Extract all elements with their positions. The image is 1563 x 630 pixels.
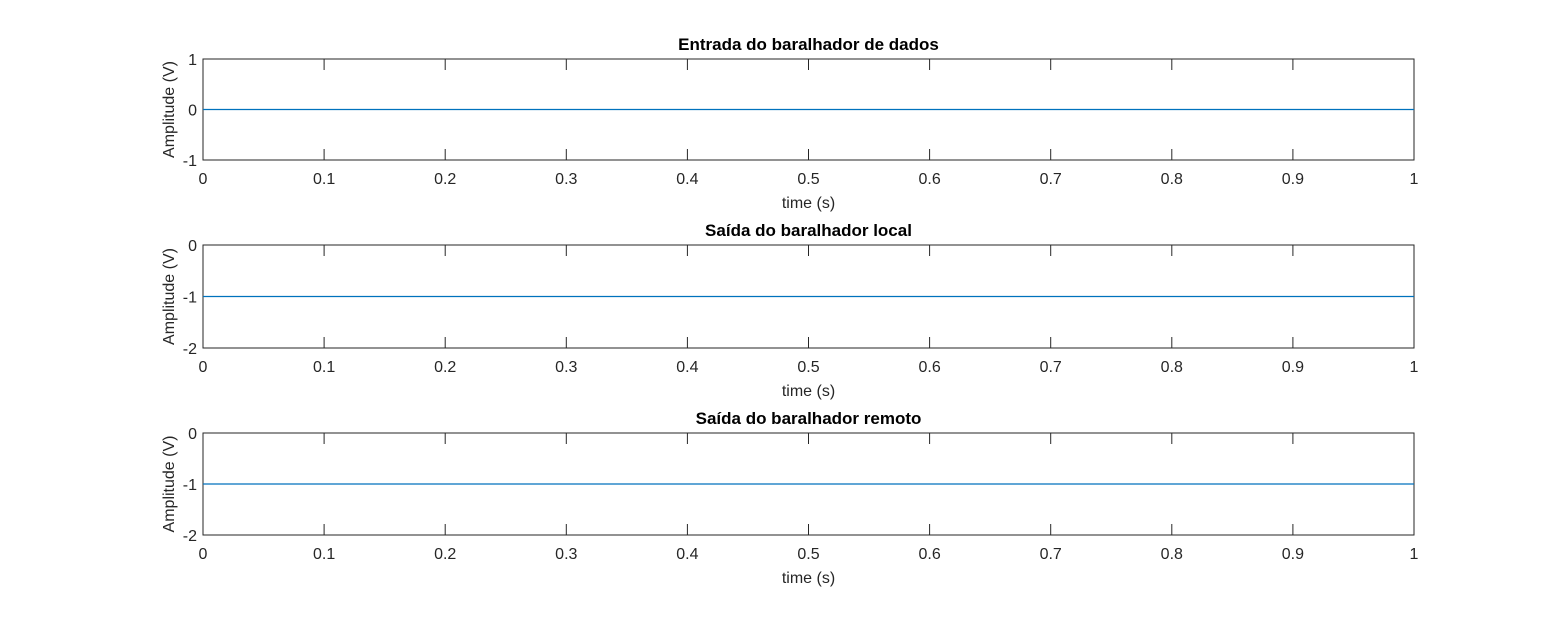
x-tick-label: 0.4 bbox=[676, 171, 698, 188]
x-tick-label: 0.8 bbox=[1161, 546, 1183, 563]
x-tick-label: 0.9 bbox=[1282, 546, 1304, 563]
y-tick-label: 0 bbox=[188, 103, 197, 120]
y-tick-label: 1 bbox=[188, 52, 197, 69]
x-tick-label: 0 bbox=[199, 359, 208, 376]
x-tick-label: 0.2 bbox=[434, 546, 456, 563]
x-tick-label: 0.6 bbox=[918, 359, 940, 376]
x-tick-label: 0.7 bbox=[1040, 359, 1062, 376]
x-tick-label: 0.5 bbox=[797, 546, 819, 563]
x-tick-label: 0.6 bbox=[918, 546, 940, 563]
x-axis-label: time (s) bbox=[782, 570, 835, 587]
x-tick-label: 0.1 bbox=[313, 546, 335, 563]
chart-title: Saída do baralhador remoto bbox=[696, 409, 922, 428]
x-tick-label: 0.6 bbox=[918, 171, 940, 188]
x-tick-label: 0.7 bbox=[1040, 546, 1062, 563]
y-tick-label: -1 bbox=[183, 477, 197, 494]
y-axis-label: Amplitude (V) bbox=[161, 436, 178, 533]
chart-title: Saída do baralhador local bbox=[705, 221, 912, 240]
subplot-3: 0 0.1 0.2 0.3 0.4 0.5 0.6 0.7 0.8 0.9 1 -2 -1 0 Saída … bbox=[161, 409, 1419, 587]
y-tick-label: -2 bbox=[183, 528, 197, 545]
x-tick-label: 0.5 bbox=[797, 359, 819, 376]
x-axis-label: time (s) bbox=[782, 383, 835, 400]
x-tick-label: 0.5 bbox=[797, 171, 819, 188]
x-tick-label: 0 bbox=[199, 546, 208, 563]
x-tick-label: 1 bbox=[1410, 546, 1419, 563]
subplot-1: 0 0.1 0.2 0.3 0.4 0.5 0.6 0.7 0.8 0.9 1-101Entrada… bbox=[161, 35, 1419, 212]
x-tick-label: 0.2 bbox=[434, 171, 456, 188]
y-tick-label: 0 bbox=[188, 238, 197, 255]
x-tick-label: 0.2 bbox=[434, 359, 456, 376]
x-tick-label: 0.3 bbox=[555, 546, 577, 563]
x-tick-label: 0.3 bbox=[555, 171, 577, 188]
y-tick-label: -1 bbox=[183, 153, 197, 170]
x-tick-label: 0.8 bbox=[1161, 171, 1183, 188]
x-tick-label: 0 bbox=[199, 171, 208, 188]
y-tick-label: 0 bbox=[188, 426, 197, 443]
x-tick-label: 0.1 bbox=[313, 359, 335, 376]
x-tick-label: 0.9 bbox=[1282, 359, 1304, 376]
y-axis-label: Amplitude (V) bbox=[161, 61, 178, 158]
x-tick-label: 0.1 bbox=[313, 171, 335, 188]
y-tick-label: -1 bbox=[183, 290, 197, 307]
x-tick-label: 0.4 bbox=[676, 546, 698, 563]
chart-title: Entrada do baralhador de dados bbox=[678, 35, 939, 54]
x-tick-label: 0.4 bbox=[676, 359, 698, 376]
subplot-2: 0 0.1 0.2 0.3 0.4 0.5 0.6 0.7 0.8 0.9 1 -2 -1 0 Saída … bbox=[161, 221, 1419, 400]
x-tick-label: 1 bbox=[1410, 171, 1419, 188]
x-tick-label: 0.3 bbox=[555, 359, 577, 376]
y-tick-label: -2 bbox=[183, 341, 197, 358]
x-tick-label: 0.9 bbox=[1282, 171, 1304, 188]
x-tick-label: 0.8 bbox=[1161, 359, 1183, 376]
y-axis-label: Amplitude (V) bbox=[161, 248, 178, 345]
x-tick-label: 0.7 bbox=[1040, 171, 1062, 188]
x-axis-label: time (s) bbox=[782, 195, 835, 212]
x-tick-label: 1 bbox=[1410, 359, 1419, 376]
